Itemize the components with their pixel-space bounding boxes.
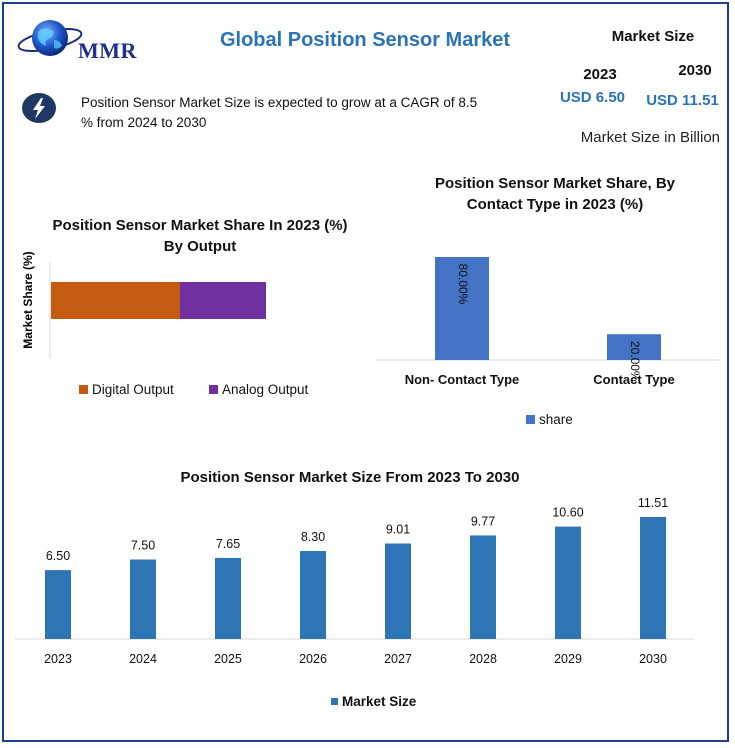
unit-note: Market Size in Billion [580, 129, 720, 146]
tick-label: 2025 [214, 652, 242, 666]
data-label: 7.50 [131, 539, 155, 553]
bar-digital-output [51, 282, 180, 319]
bar-non-contact-type [435, 257, 489, 360]
legend-digital-output: Digital Output [79, 382, 174, 397]
year-end-label: 2030 [678, 62, 712, 79]
tick-label: 2026 [299, 652, 327, 666]
tick-label: 2029 [554, 652, 582, 666]
legend-swatch [331, 698, 338, 705]
page-frame [2, 2, 729, 742]
legend-market-size: Market Size [331, 694, 416, 709]
contact-chart-title: Position Sensor Market Share, By Contact… [434, 175, 676, 213]
legend-label: share [539, 412, 573, 427]
y-axis-label: Market Share (%) [21, 251, 35, 348]
bar-2027 [385, 543, 411, 639]
data-label: 9.01 [386, 522, 410, 536]
logo-text: MMR [78, 38, 137, 63]
bar-2025 [215, 557, 241, 639]
value-start: USD 6.50 [559, 89, 626, 106]
bar-2028 [470, 535, 496, 639]
data-label: 20.00% [628, 341, 642, 382]
category-label: Non- Contact Type [405, 372, 520, 387]
output-chart-title: Position Sensor Market Share In 2023 (%)… [52, 217, 348, 255]
data-label: 6.50 [46, 549, 70, 563]
data-label: 8.30 [301, 530, 325, 544]
lightning-icon [22, 93, 56, 123]
bar-2023 [45, 570, 71, 639]
data-label: 7.65 [216, 537, 240, 551]
legend-label: Market Size [342, 694, 417, 709]
tick-label: 2030 [639, 652, 667, 666]
tick-label: 2028 [469, 652, 497, 666]
legend-swatch [79, 385, 88, 394]
legend-label: Analog Output [222, 382, 309, 397]
mmr-logo [17, 20, 83, 56]
bar-2024 [130, 559, 156, 639]
legend-swatch [526, 415, 535, 424]
value-end: USD 11.51 [646, 92, 719, 109]
bar-2026 [300, 551, 326, 639]
tick-label: 2027 [384, 652, 412, 666]
legend-swatch [209, 385, 218, 394]
bar-2029 [555, 526, 581, 639]
tick-label: 2023 [44, 652, 72, 666]
market-size-title: Market Size [611, 28, 695, 45]
data-label: 11.51 [638, 496, 668, 510]
legend-share: share [526, 412, 573, 427]
year-start-label: 2023 [583, 66, 617, 83]
tick-label: 2024 [129, 652, 157, 666]
cagr-text: Position Sensor Market Size is expected … [81, 95, 478, 130]
data-label: 80.00% [456, 264, 470, 305]
market-size-chart-title: Position Sensor Market Size From 2023 To… [180, 469, 520, 486]
category-label: Contact Type [593, 372, 674, 387]
data-label: 9.77 [471, 514, 495, 528]
bar-2030 [640, 517, 666, 639]
bar-contact-type [607, 334, 661, 360]
legend-analog-output: Analog Output [209, 382, 308, 397]
legend-label: Digital Output [92, 382, 174, 397]
bar-analog-output [180, 282, 266, 319]
data-label: 10.60 [552, 506, 583, 520]
page-title: Global Position Sensor Market [219, 29, 511, 51]
